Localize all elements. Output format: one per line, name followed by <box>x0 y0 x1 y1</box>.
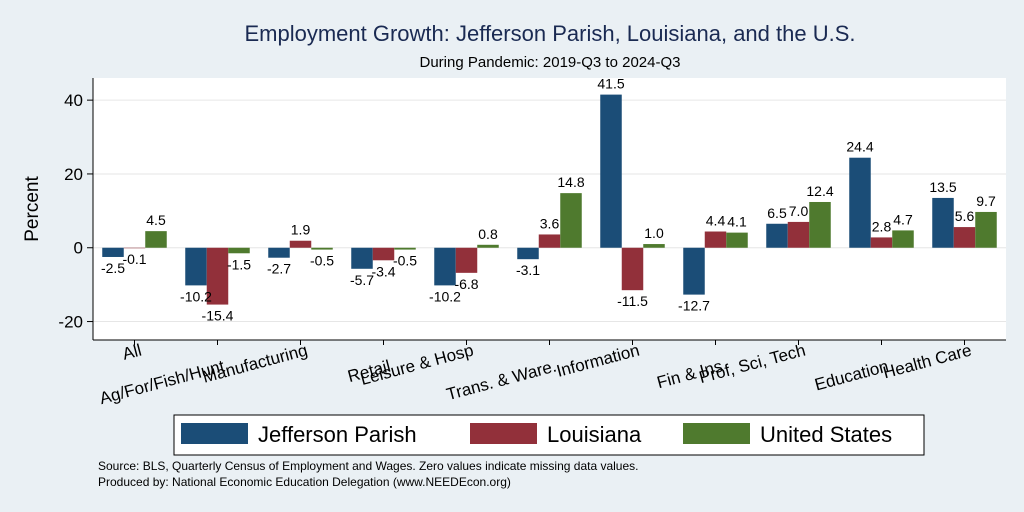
bar-louisiana <box>455 247 478 273</box>
bar-jefferson-parish <box>268 247 290 258</box>
x-tick-label: Trans. & Ware. <box>444 357 558 405</box>
bar-united-states <box>477 244 499 248</box>
data-label: 3.6 <box>540 215 560 231</box>
y-tick-label: 20 <box>64 165 83 184</box>
legend-swatch <box>683 423 750 444</box>
data-label: 9.7 <box>976 193 996 209</box>
bar-united-states <box>975 211 997 248</box>
data-label: -10.2 <box>180 288 212 304</box>
y-tick-label: 0 <box>74 239 83 258</box>
data-label: 5.6 <box>955 208 975 224</box>
data-label: -0.5 <box>393 253 417 269</box>
bar-louisiana <box>538 234 561 248</box>
legend-label: Louisiana <box>547 422 642 447</box>
bar-louisiana <box>704 231 727 248</box>
bar-united-states <box>228 247 250 254</box>
data-label: -2.5 <box>101 260 125 276</box>
data-label: -0.1 <box>122 251 146 267</box>
bar-jefferson-parish <box>434 247 456 286</box>
bar-jefferson-parish <box>683 247 705 295</box>
bar-jefferson-parish <box>185 247 207 286</box>
data-label: -12.7 <box>678 298 710 314</box>
bar-jefferson-parish <box>766 223 788 248</box>
y-axis-label: Percent <box>22 176 43 242</box>
bar-united-states <box>643 244 665 248</box>
data-label: 2.8 <box>872 218 892 234</box>
data-label: -10.2 <box>429 288 461 304</box>
data-label: -0.5 <box>310 253 334 269</box>
produced-by-note: Produced by: National Economic Education… <box>98 475 511 489</box>
data-label: 24.4 <box>846 139 873 155</box>
data-label: -15.4 <box>202 308 234 324</box>
data-label: 0.8 <box>478 226 498 242</box>
bar-jefferson-parish <box>600 94 622 248</box>
bar-united-states <box>145 231 167 248</box>
bar-united-states <box>809 201 831 248</box>
data-label: -11.5 <box>617 293 648 309</box>
data-label: 1.0 <box>644 225 664 241</box>
chart-title: Employment Growth: Jefferson Parish, Lou… <box>244 21 855 46</box>
bar-louisiana <box>206 247 229 305</box>
bars <box>102 94 997 305</box>
data-label: -3.1 <box>516 262 540 278</box>
legend-swatch <box>470 423 537 444</box>
x-tick-label: Information <box>554 341 641 381</box>
x-tick-label: All <box>120 341 143 364</box>
data-label: -5.7 <box>350 272 374 288</box>
bar-louisiana <box>953 227 976 248</box>
x-tick-label: Manufacturing <box>201 341 310 387</box>
data-label: 4.7 <box>893 211 913 227</box>
bar-jefferson-parish <box>351 247 373 269</box>
source-note: Source: BLS, Quarterly Census of Employm… <box>98 459 639 473</box>
x-tick-label: Prof, Sci, Tech <box>697 341 807 388</box>
data-label: 13.5 <box>929 179 956 195</box>
data-label: -2.7 <box>267 261 291 277</box>
data-label: 4.1 <box>727 214 747 230</box>
legend-label: Jefferson Parish <box>258 422 417 447</box>
bar-louisiana <box>870 237 893 248</box>
bar-united-states <box>311 247 333 250</box>
data-label: -3.4 <box>371 263 395 279</box>
data-label: -1.5 <box>227 256 251 272</box>
chart-subtitle: During Pandemic: 2019-Q3 to 2024-Q3 <box>420 54 681 71</box>
data-label: 14.8 <box>557 174 584 190</box>
legend-box <box>173 414 925 456</box>
legend: Jefferson Parish Louisiana United States <box>173 414 925 456</box>
data-label: -6.8 <box>454 276 478 292</box>
y-axis: -20 0 20 40 <box>58 78 94 340</box>
data-labels: -2.5-0.1 4.5 -10.2 -15.4 -1.5 -2.7 1.9 -0.5 -5.7… <box>101 76 996 324</box>
bar-louisiana <box>372 247 395 261</box>
y-tick-label: 40 <box>64 91 83 110</box>
bar-united-states <box>394 247 416 250</box>
legend-swatch <box>181 423 248 444</box>
data-label: 6.5 <box>767 205 787 221</box>
bar-jefferson-parish <box>932 197 954 248</box>
bar-jefferson-parish <box>517 247 539 260</box>
bar-louisiana <box>621 247 644 291</box>
data-label: 12.4 <box>806 183 833 199</box>
data-label: 4.4 <box>706 213 726 229</box>
data-label: 41.5 <box>597 76 624 92</box>
data-label: 1.9 <box>291 222 311 238</box>
data-label: 4.5 <box>146 212 166 228</box>
bar-louisiana <box>123 247 146 249</box>
bar-jefferson-parish <box>849 157 871 248</box>
x-tick-label: Health Care <box>881 341 974 383</box>
bar-louisiana <box>787 221 810 248</box>
bar-united-states <box>892 230 914 248</box>
y-tick-label: -20 <box>58 313 83 332</box>
bar-louisiana <box>289 240 312 248</box>
data-label: 7.0 <box>789 203 809 219</box>
bar-united-states <box>560 193 582 248</box>
legend-label: United States <box>760 422 892 447</box>
bar-jefferson-parish <box>102 247 124 257</box>
bar-united-states <box>726 232 748 248</box>
x-tick-label: Education <box>813 357 891 395</box>
